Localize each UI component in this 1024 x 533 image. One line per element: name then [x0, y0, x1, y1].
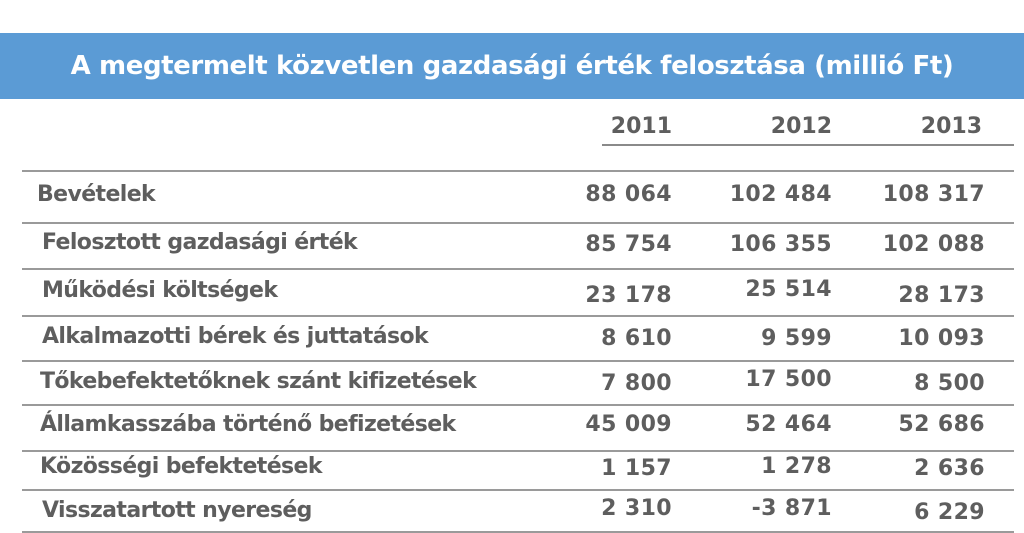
- column-header-2011: 2011: [610, 114, 672, 139]
- value-cell-2011: 23 178: [585, 283, 672, 308]
- value-cell-2011: 1 157: [601, 456, 672, 481]
- row-divider: [22, 315, 1014, 317]
- value-cell-2011: 8 610: [601, 326, 672, 351]
- row-label: Alkalmazotti bérek és juttatások: [42, 324, 429, 349]
- title-banner: A megtermelt közvetlen gazdasági érték f…: [0, 33, 1024, 99]
- row-label: Bevételek: [37, 182, 156, 207]
- value-cell-2012: 106 355: [729, 232, 832, 257]
- row-divider: [22, 531, 1014, 533]
- row-label: Közösségi befektetések: [40, 454, 322, 479]
- table-title: A megtermelt közvetlen gazdasági érték f…: [70, 51, 954, 81]
- row-divider: [22, 450, 1014, 452]
- row-label: Működési költségek: [42, 278, 278, 303]
- row-label: Államkasszába történő befizetések: [40, 412, 456, 437]
- value-cell-2012: 9 599: [761, 326, 832, 351]
- value-cell-2011: 45 009: [585, 412, 672, 437]
- value-cell-2013: 28 173: [898, 283, 985, 308]
- row-divider: [22, 268, 1014, 270]
- value-cell-2012: -3 871: [751, 496, 832, 521]
- row-label: Tőkebefektetőknek szánt kifizetések: [40, 369, 477, 394]
- value-cell-2012: 52 464: [745, 412, 832, 437]
- column-header-2013: 2013: [920, 114, 982, 139]
- value-cell-2011: 85 754: [585, 232, 672, 257]
- value-cell-2013: 102 088: [882, 232, 985, 257]
- column-header-2012: 2012: [770, 114, 832, 139]
- header-divider: [602, 144, 1014, 146]
- row-divider: [22, 222, 1014, 224]
- value-cell-2012: 17 500: [745, 367, 832, 392]
- value-cell-2013: 2 636: [914, 456, 985, 481]
- value-cell-2013: 10 093: [898, 326, 985, 351]
- value-cell-2013: 8 500: [914, 371, 985, 396]
- row-label: Visszatartott nyereség: [42, 498, 312, 523]
- value-cell-2011: 2 310: [601, 496, 672, 521]
- value-cell-2012: 1 278: [761, 454, 832, 479]
- row-divider: [22, 360, 1014, 362]
- value-cell-2011: 7 800: [601, 371, 672, 396]
- value-cell-2013: 108 317: [882, 182, 985, 207]
- value-cell-2012: 102 484: [729, 182, 832, 207]
- value-cell-2011: 88 064: [585, 182, 672, 207]
- row-divider: [22, 170, 1014, 172]
- value-cell-2013: 52 686: [898, 412, 985, 437]
- row-divider: [22, 489, 1014, 491]
- row-label: Felosztott gazdasági érték: [42, 230, 358, 255]
- row-divider: [22, 404, 1014, 406]
- value-cell-2013: 6 229: [914, 500, 985, 525]
- value-cell-2012: 25 514: [745, 277, 832, 302]
